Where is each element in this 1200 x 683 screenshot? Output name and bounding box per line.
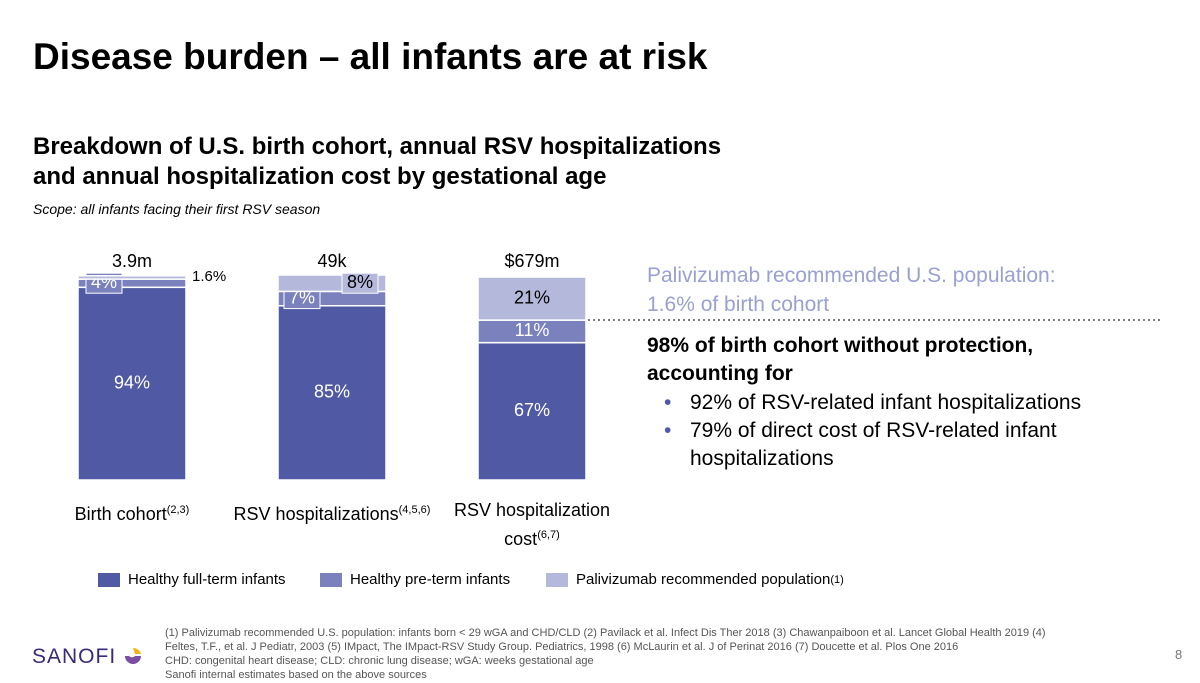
category-label: Birth cohort(2,3) bbox=[32, 498, 232, 527]
value-label: 11% bbox=[515, 320, 550, 340]
legend-swatch bbox=[320, 572, 342, 587]
category-label: RSV hospitalization cost(6,7) bbox=[432, 498, 632, 552]
category-text: Birth cohort bbox=[74, 504, 167, 524]
bar-segment bbox=[77, 286, 187, 481]
logo: SANOFI bbox=[32, 645, 143, 669]
callout-bullets: 92% of RSV-related infant hospitalizatio… bbox=[660, 389, 1160, 473]
legend-swatch bbox=[546, 572, 568, 587]
bar-segment bbox=[277, 305, 387, 481]
total-label: $679m bbox=[504, 251, 559, 271]
value-label: 1.6% bbox=[192, 268, 226, 285]
value-label: 94% bbox=[114, 372, 150, 392]
legend-item: Palivizumab recommended population (1) bbox=[546, 571, 844, 588]
value-label: 67% bbox=[514, 400, 550, 420]
chart-subtitle: Scope: all infants facing their first RS… bbox=[33, 201, 321, 217]
value-label: 4% bbox=[91, 272, 117, 292]
slide-title: Disease burden – all infants are at risk bbox=[33, 36, 708, 77]
chart-title: Breakdown of U.S. birth cohort, annual R… bbox=[33, 133, 722, 160]
total-label: 3.9m bbox=[112, 251, 152, 271]
bar-segment bbox=[477, 276, 587, 321]
category-label: RSV hospitalizations(4,5,6) bbox=[232, 498, 432, 527]
category-note: (6,7) bbox=[537, 529, 560, 541]
legend-label: Healthy full-term infants bbox=[128, 571, 286, 588]
value-label: 85% bbox=[314, 382, 350, 402]
legend-item: Healthy pre-term infants bbox=[320, 571, 510, 588]
legend-label: Healthy pre-term infants bbox=[350, 571, 511, 588]
legend-item: Healthy full-term infants bbox=[98, 571, 286, 588]
category-text: RSV hospitalization cost bbox=[453, 500, 611, 549]
label-box bbox=[341, 272, 379, 294]
category-text: RSV hospitalizations bbox=[233, 504, 399, 524]
category-note: (4,5,6) bbox=[398, 504, 431, 516]
legend-note: (1) bbox=[830, 573, 844, 586]
bullet: 92% of RSV-related infant hospitalizatio… bbox=[664, 389, 1160, 417]
callout-heading: Palivizumab recommended U.S. population:… bbox=[647, 264, 1056, 316]
bar-segment bbox=[477, 341, 587, 481]
value-label: 8% bbox=[347, 272, 373, 292]
chart-title: and annual hospitalization cost by gesta… bbox=[33, 163, 607, 190]
legend-swatch bbox=[98, 572, 120, 587]
page-number: 8 bbox=[1175, 647, 1183, 662]
bar-segment bbox=[77, 275, 187, 280]
logo-mark bbox=[125, 647, 142, 664]
total-label: 49k bbox=[317, 251, 347, 271]
legend-label: Palivizumab recommended population bbox=[576, 571, 831, 588]
category-note: (2,3) bbox=[166, 504, 190, 516]
footnotes: (1) Palivizumab recommended U.S. populat… bbox=[165, 627, 1046, 681]
bullet: 79% of direct cost of RSV-related infant… bbox=[664, 417, 1160, 473]
value-label: 7% bbox=[289, 287, 315, 307]
callout-text: 98% of birth cohort without protection, a… bbox=[647, 334, 1034, 385]
value-label: 21% bbox=[514, 287, 550, 307]
